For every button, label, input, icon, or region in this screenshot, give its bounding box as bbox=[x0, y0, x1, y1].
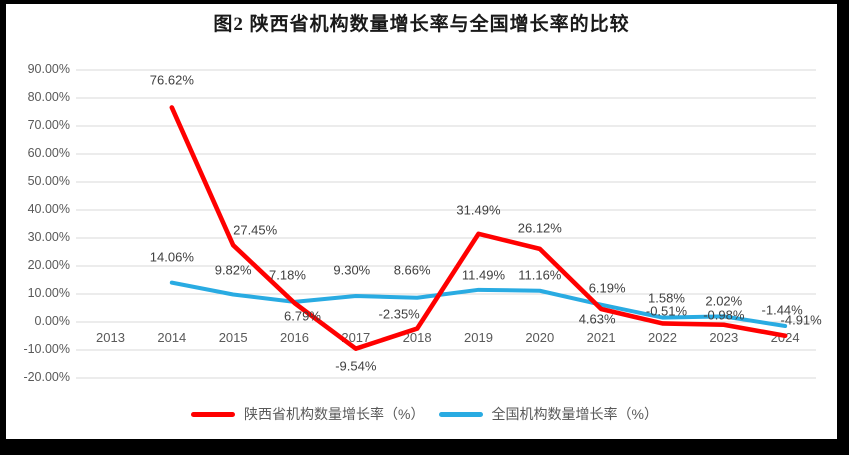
y-axis-tick-label: -10.00% bbox=[23, 342, 70, 356]
y-axis-tick-label: 0.00% bbox=[34, 314, 70, 328]
legend-item-shaanxi: 陕西省机构数量增长率（%） bbox=[191, 404, 425, 424]
chart-title: 图2 陕西省机构数量增长率与全国增长率的比较 bbox=[213, 14, 630, 35]
legend-swatch-blue-line bbox=[438, 411, 483, 417]
x-axis-tick-label: 2019 bbox=[464, 330, 493, 345]
y-axis-tick-label: 30.00% bbox=[27, 230, 70, 244]
chart-legend: 陕西省机构数量增长率（%） 全国机构数量增长率（%） bbox=[0, 404, 849, 424]
data-label: -0.51% bbox=[645, 303, 688, 319]
series-line-national bbox=[169, 280, 788, 329]
y-axis-tick-label: 50.00% bbox=[27, 174, 70, 188]
data-label: 11.16% bbox=[518, 267, 562, 283]
legend-label-national: 全国机构数量增长率（%） bbox=[491, 406, 658, 422]
x-axis-tick-label: 2023 bbox=[709, 330, 739, 345]
y-axis-tick-label: 90.00% bbox=[27, 62, 70, 76]
data-label: -4.91% bbox=[780, 312, 822, 328]
y-axis-tick-label: 40.00% bbox=[27, 202, 70, 216]
series-line-shaanxi bbox=[169, 105, 788, 352]
data-label: 7.18% bbox=[269, 267, 306, 283]
data-label: 14.06% bbox=[149, 249, 194, 265]
data-label: -2.35% bbox=[378, 306, 420, 322]
x-axis-tick-label: 2015 bbox=[218, 330, 248, 345]
data-label: 11.49% bbox=[461, 267, 506, 283]
data-label: 4.63% bbox=[578, 311, 616, 327]
data-label: -0.98% bbox=[703, 307, 745, 323]
x-axis-tick-label: 2014 bbox=[157, 330, 187, 345]
data-label: 1.58% bbox=[648, 290, 685, 306]
legend-swatch-red-line bbox=[191, 411, 236, 417]
legend-label-shaanxi: 陕西省机构数量增长率（%） bbox=[244, 406, 425, 422]
data-label: 2.02% bbox=[705, 293, 743, 309]
x-axis-tick-label: 2016 bbox=[280, 330, 309, 345]
y-axis-tick-label: 10.00% bbox=[27, 286, 70, 300]
data-label: 9.82% bbox=[214, 262, 252, 277]
data-label: -1.44% bbox=[761, 302, 803, 318]
data-label: 27.45% bbox=[233, 222, 278, 238]
x-axis-tick-label: 2022 bbox=[648, 330, 677, 345]
data-label: 8.66% bbox=[393, 262, 431, 278]
chart-background bbox=[6, 4, 837, 439]
data-label: 31.49% bbox=[456, 202, 501, 218]
x-axis-tick-label: 2013 bbox=[96, 330, 125, 345]
y-axis-tick-label: 60.00% bbox=[27, 146, 70, 160]
data-label: 26.12% bbox=[517, 220, 562, 236]
data-label: -9.54% bbox=[335, 358, 377, 374]
legend-item-national: 全国机构数量增长率（%） bbox=[438, 404, 658, 424]
y-axis-tick-label: -20.00% bbox=[23, 370, 70, 384]
data-label: 6.79% bbox=[284, 308, 321, 324]
x-axis-tick-label: 2021 bbox=[586, 330, 616, 345]
data-label: 6.19% bbox=[588, 280, 626, 296]
y-axis-tick-label: 80.00% bbox=[27, 90, 70, 104]
data-label: 9.30% bbox=[333, 262, 371, 278]
x-axis-tick-label: 2018 bbox=[402, 330, 432, 345]
y-axis-tick-label: 70.00% bbox=[27, 118, 70, 132]
y-axis-tick-label: 20.00% bbox=[27, 258, 70, 272]
x-axis-tick-label: 2020 bbox=[525, 330, 555, 345]
data-label: 76.62% bbox=[149, 72, 194, 88]
